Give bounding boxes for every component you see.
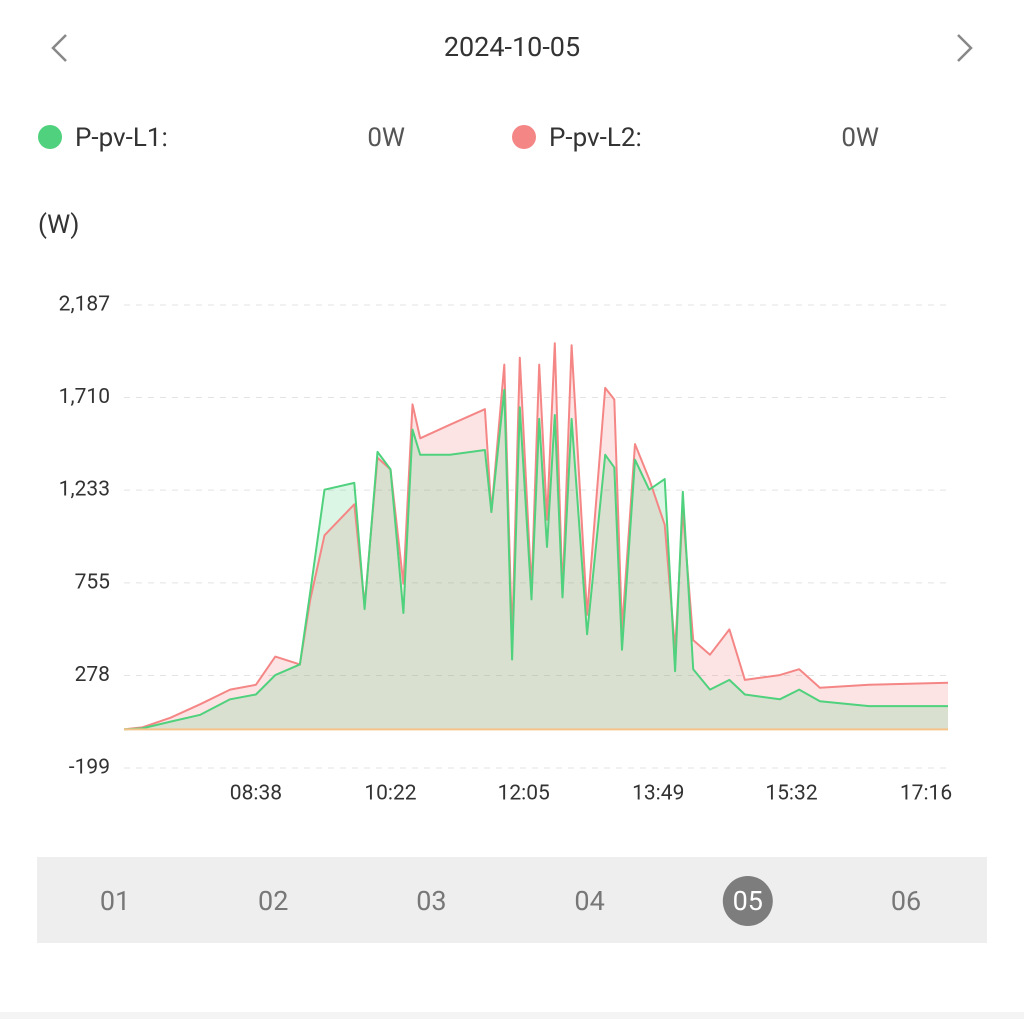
y-tick-label: 1,233 [59,478,110,502]
y-tick-label: 1,710 [59,385,110,409]
y-tick-label: 2,187 [59,293,110,317]
day-tab[interactable]: 04 [574,885,604,917]
day-tab[interactable]: 06 [891,885,921,917]
next-day[interactable] [957,34,973,62]
day-tab[interactable]: 02 [258,885,288,917]
day-tab-label: 05 [733,885,763,917]
x-tick-label: 12:05 [498,782,550,806]
y-axis-label: (W) [38,210,79,240]
prev-day[interactable] [51,34,67,62]
y-tick-label: 278 [75,663,110,687]
day-tab-label: 06 [891,885,921,917]
x-tick-label: 15:32 [765,782,817,806]
day-tab[interactable]: 03 [416,885,446,917]
legend-dot [512,125,536,149]
series-area [124,389,948,730]
bottom-bar [0,1012,1024,1019]
day-tab-label: 02 [258,885,288,917]
legend-label: P-pv-L2: [549,123,642,153]
y-tick-label: 755 [75,570,110,594]
series-area [124,343,948,730]
x-tick-label: 13:49 [632,782,684,806]
x-tick-label: 08:38 [230,782,282,806]
x-tick-label: 17:16 [900,782,952,806]
day-tab[interactable]: 05 [722,876,773,926]
day-tabs [37,857,987,943]
day-tab-label: 01 [100,885,130,917]
readout-value: 0W [841,123,879,153]
day-tab-label: 04 [574,885,604,917]
selected-day [722,876,773,926]
series-line [123,388,948,731]
date-title: 2024-10-05 [444,31,580,63]
y-tick-label: -199 [69,756,110,780]
readout-value: 0W [367,123,405,153]
legend-label: P-pv-L1: [75,123,168,153]
x-tick-label: 10:22 [364,782,416,806]
legend-dot [38,125,62,149]
day-tab[interactable]: 01 [100,885,130,917]
day-tab-label: 03 [416,885,446,917]
